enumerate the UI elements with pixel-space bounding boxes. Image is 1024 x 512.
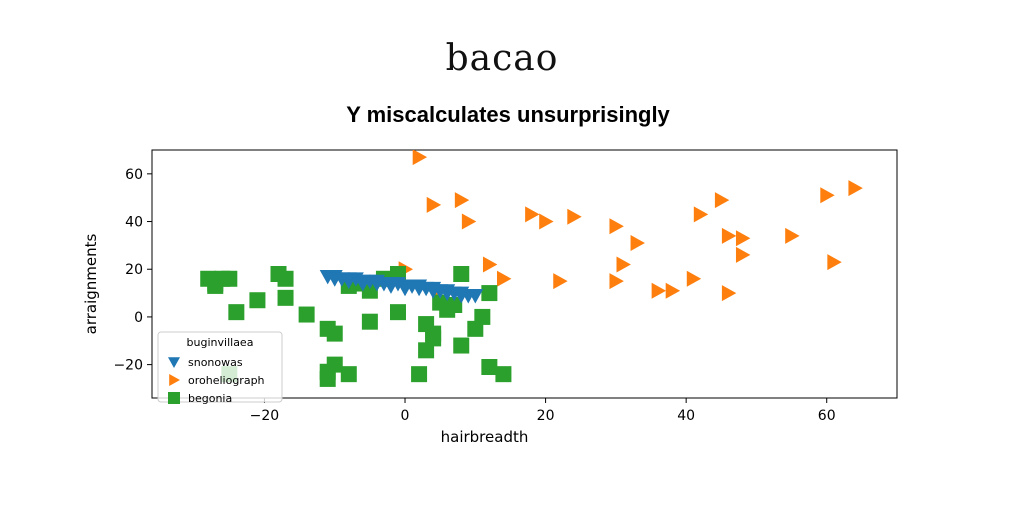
data-point (539, 213, 554, 230)
legend-label: oroheliograph (188, 374, 265, 387)
data-point (412, 150, 428, 166)
legend-box (157, 331, 283, 403)
y-tick-label: 0 (134, 310, 143, 326)
data-point (735, 246, 751, 263)
data-point (277, 289, 294, 306)
data-point (481, 359, 498, 375)
legend-label: begonia (188, 392, 232, 405)
data-point (446, 297, 463, 313)
series-oroheliograph (398, 130, 863, 306)
x-tick-label: 40 (677, 408, 695, 424)
data-point (319, 370, 336, 387)
data-point (497, 270, 512, 287)
data-point (382, 279, 399, 294)
plot-frame (151, 149, 898, 399)
legend-marker (169, 374, 180, 386)
data-point (651, 282, 667, 299)
data-point (298, 306, 315, 323)
data-point (553, 273, 568, 290)
x-tick-label: 60 (818, 408, 836, 424)
data-point (630, 235, 645, 251)
data-point (665, 282, 681, 299)
data-point (326, 325, 343, 342)
data-point (693, 206, 709, 223)
data-point (249, 292, 266, 309)
data-point (848, 180, 863, 197)
data-point (453, 266, 470, 282)
y-axis-label: arraignments (82, 233, 100, 334)
data-point (340, 366, 357, 383)
data-point (439, 286, 456, 302)
data-point (453, 337, 470, 354)
data-point (277, 270, 294, 287)
data-point (525, 206, 540, 223)
y-tick-label: 40 (125, 215, 143, 231)
data-point (461, 213, 477, 230)
x-tick-label: 20 (537, 408, 555, 424)
data-point (567, 208, 582, 225)
data-point (721, 285, 737, 302)
data-point (228, 304, 245, 321)
data-point (453, 289, 470, 304)
data-point (207, 275, 224, 292)
data-point (411, 366, 428, 383)
data-point (411, 281, 428, 297)
data-point (609, 273, 624, 290)
data-point (425, 284, 442, 299)
chart-title: Y miscalculates unsurprisingly (346, 102, 670, 127)
x-tick-label: 0 (401, 408, 410, 424)
data-point (686, 270, 702, 287)
data-point (616, 256, 631, 273)
data-point (714, 192, 730, 209)
legend-title: buginvillaea (187, 336, 254, 349)
page-title: bacao (445, 38, 559, 79)
data-point (326, 356, 343, 373)
data-point (474, 308, 491, 325)
data-point (426, 196, 442, 213)
data-point (418, 316, 435, 333)
legend: buginvillaea snonowas oroheliograph begonia (157, 331, 283, 405)
y-tick-label: −20 (113, 358, 143, 374)
data-point (721, 227, 737, 244)
data-point (326, 272, 343, 287)
y-tick-label: 20 (125, 262, 143, 278)
axes: −20 0 20 40 60 −20 0 20 40 60 (113, 149, 898, 424)
data-point (361, 282, 378, 299)
legend-marker (168, 357, 180, 368)
data-point (467, 289, 484, 304)
data-point (389, 304, 406, 321)
data-point (785, 227, 800, 244)
x-tick-label: −20 (250, 408, 280, 424)
x-axis-label: hairbreadth (441, 428, 529, 446)
data-point (425, 330, 442, 347)
data-point (397, 281, 414, 297)
data-point (454, 192, 470, 209)
data-point (820, 187, 835, 204)
data-point (361, 313, 378, 330)
data-point (354, 277, 371, 292)
data-point (799, 130, 813, 146)
data-point (368, 277, 385, 292)
data-point (735, 230, 751, 247)
plot-marks (200, 130, 863, 387)
legend-label: snonowas (188, 356, 243, 369)
data-point (609, 218, 624, 235)
data-point (827, 254, 842, 271)
data-point (481, 285, 498, 302)
series-snonowas (319, 269, 484, 304)
data-point (482, 256, 498, 273)
data-point (340, 274, 357, 290)
data-point (221, 270, 238, 287)
legend-marker (168, 392, 180, 404)
y-tick-label: 60 (125, 167, 143, 183)
data-point (495, 366, 512, 383)
